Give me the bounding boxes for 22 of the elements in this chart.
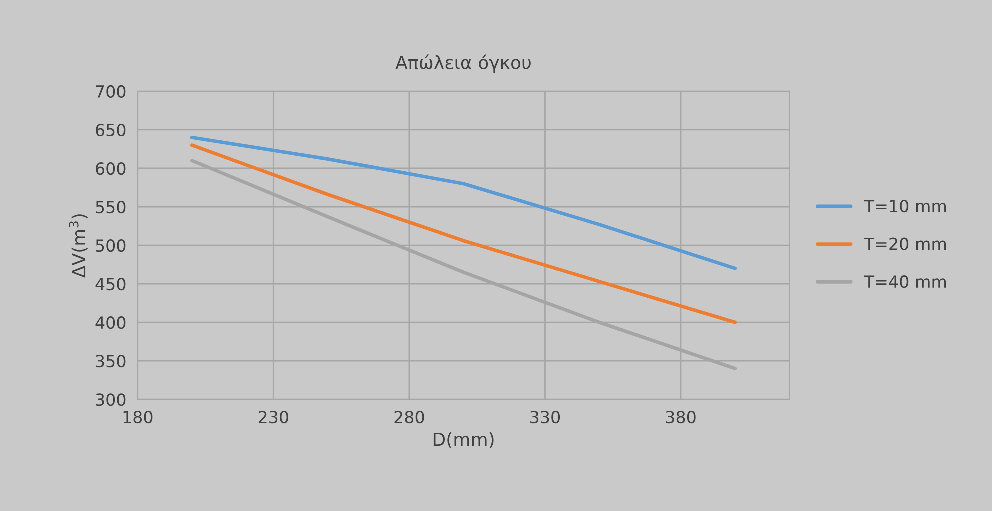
- chart-title: Απώλεια όγκου: [396, 54, 531, 73]
- y-tick-label: 400: [96, 316, 126, 330]
- y-tick-label: 600: [96, 162, 126, 176]
- y-tick-label: 300: [96, 394, 126, 406]
- line-series: [190, 136, 738, 270]
- y-tick-label: 700: [96, 85, 126, 98]
- legend-label: T=20 mm: [864, 238, 946, 250]
- y-tick-label: 550: [96, 200, 126, 214]
- x-tick-label: 230: [258, 411, 288, 424]
- x-tick-label: 380: [666, 411, 696, 424]
- x-tick-label: 180: [124, 411, 153, 424]
- y-tick-label: 650: [96, 124, 126, 137]
- y-tick-label: 450: [96, 278, 126, 291]
- legend-label: T=10 mm: [864, 200, 946, 213]
- y-axis-title: ΔV(m$^{3}$): [69, 214, 88, 278]
- y-tick-label: 350: [96, 355, 126, 368]
- line-series: [190, 144, 738, 324]
- y-tick-label: 500: [96, 240, 126, 252]
- x-axis-title: D(mm): [434, 432, 494, 448]
- x-tick-label: 330: [530, 411, 560, 424]
- x-tick-label: 280: [394, 411, 424, 424]
- legend-label: T=40 mm: [864, 276, 946, 288]
